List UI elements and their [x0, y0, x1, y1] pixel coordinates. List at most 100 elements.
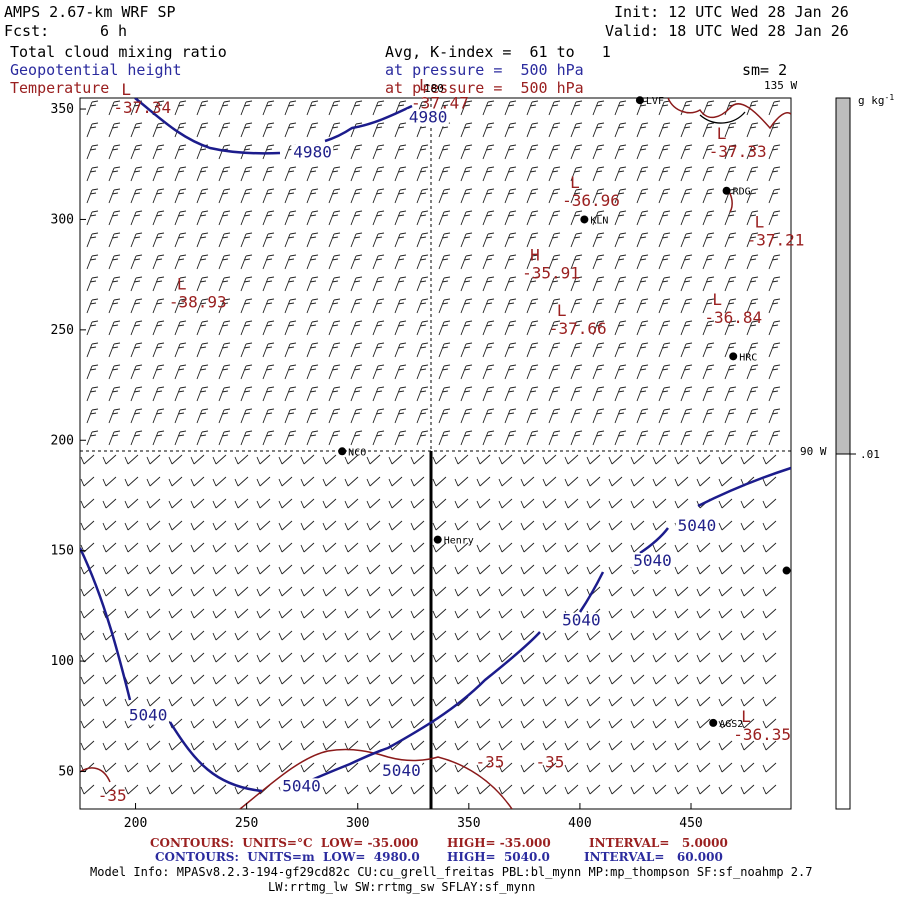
height-label-bg	[560, 612, 603, 630]
wind-barb	[372, 232, 385, 248]
wind-barb	[652, 674, 667, 685]
wind-barb	[564, 762, 579, 773]
wind-barb	[674, 454, 689, 465]
wind-barb	[504, 408, 517, 424]
wind-barb	[328, 386, 341, 402]
wind-barb	[526, 320, 539, 336]
wind-barb	[520, 564, 535, 575]
smoothing: sm= 2	[742, 61, 788, 79]
wind-barb	[328, 166, 341, 182]
wind-barb	[152, 144, 165, 160]
height-label-bg	[291, 144, 334, 162]
wind-barb	[476, 740, 491, 751]
wind-barb	[190, 674, 205, 685]
wind-barb	[438, 276, 451, 292]
wind-barb	[168, 608, 183, 619]
wind-barb	[438, 144, 451, 160]
wind-barb	[350, 166, 363, 182]
temp-extremum-value: -37.47	[411, 94, 469, 113]
wind-barb	[762, 542, 777, 553]
wind-barb	[108, 210, 121, 226]
wind-barb	[542, 542, 557, 553]
wind-barb	[80, 498, 95, 509]
wind-barb	[520, 542, 535, 553]
wind-barb	[86, 386, 99, 402]
wind-barb	[658, 320, 671, 336]
wind-barb	[520, 520, 535, 531]
wind-barb	[410, 454, 425, 465]
wind-barb	[124, 586, 139, 597]
wind-barb	[460, 298, 473, 314]
wind-barb	[410, 498, 425, 509]
wind-barb	[174, 166, 187, 182]
height-contour-5040-m	[578, 571, 605, 613]
wind-barb	[240, 320, 253, 336]
wind-barb	[366, 696, 381, 707]
wind-barb	[520, 498, 535, 509]
wind-barb	[278, 498, 293, 509]
wind-barb	[570, 320, 583, 336]
wind-barb	[658, 166, 671, 182]
wind-barb	[520, 586, 535, 597]
wind-barb	[146, 740, 161, 751]
wind-barb	[240, 232, 253, 248]
temp-contour-label: -35	[98, 786, 127, 805]
wind-barb	[300, 498, 315, 509]
temp-extremum-symbol: L	[717, 124, 727, 143]
wind-barb	[740, 740, 755, 751]
wind-barb	[460, 386, 473, 402]
wind-barb	[218, 430, 231, 446]
wind-barb	[366, 674, 381, 685]
wind-barb	[168, 762, 183, 773]
wind-barb	[190, 564, 205, 575]
wind-barb	[520, 608, 535, 619]
wind-barb	[696, 696, 711, 707]
wind-barb	[724, 342, 737, 358]
wind-barb	[768, 232, 781, 248]
wind-barb	[234, 762, 249, 773]
lon-label-90w: 90 W	[800, 445, 827, 458]
wind-barb	[322, 586, 337, 597]
wind-barb	[174, 254, 187, 270]
wind-barb	[542, 652, 557, 663]
wind-barb	[130, 430, 143, 446]
wind-barb	[394, 408, 407, 424]
wind-barb	[740, 564, 755, 575]
wind-barb	[746, 430, 759, 446]
wind-barb	[322, 520, 337, 531]
wind-barb	[388, 674, 403, 685]
wind-barb	[724, 276, 737, 292]
wind-barb	[460, 188, 473, 204]
x-axis: 200 250 300 350 400 450	[124, 803, 703, 831]
wind-barb	[306, 386, 319, 402]
wind-barb	[564, 652, 579, 663]
wind-barb	[542, 608, 557, 619]
wind-barb	[284, 276, 297, 292]
wind-barb	[372, 430, 385, 446]
wind-barb	[102, 498, 117, 509]
wind-barb	[388, 520, 403, 531]
wind-barb	[614, 166, 627, 182]
wind-barb	[454, 520, 469, 531]
wind-barb	[680, 166, 693, 182]
wind-barb	[196, 408, 209, 424]
wind-barb	[344, 784, 359, 795]
wind-barb	[416, 276, 429, 292]
wind-barb	[614, 430, 627, 446]
temp-extremum-symbol: H	[530, 246, 540, 265]
wind-barb	[696, 586, 711, 597]
wind-barb	[130, 386, 143, 402]
wind-barb	[394, 210, 407, 226]
wind-barb	[234, 696, 249, 707]
wind-barb	[410, 608, 425, 619]
station-marker	[433, 535, 442, 544]
wind-barb	[108, 430, 121, 446]
wind-barb	[124, 542, 139, 553]
wind-barb	[86, 122, 99, 138]
wind-barb	[702, 122, 715, 138]
wind-barb	[190, 498, 205, 509]
wind-barb	[630, 696, 645, 707]
wind-barb	[218, 188, 231, 204]
wind-barb	[504, 144, 517, 160]
wind-barb	[526, 430, 539, 446]
